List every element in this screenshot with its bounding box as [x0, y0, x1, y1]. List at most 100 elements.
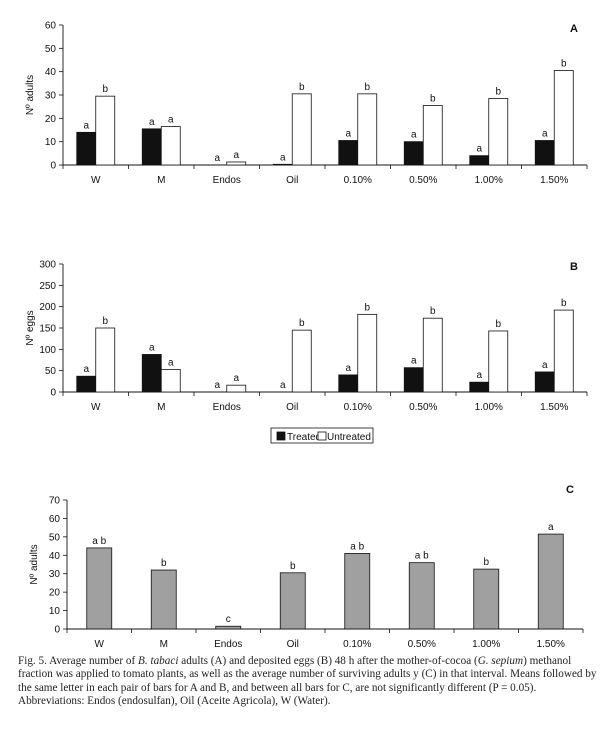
- panel-a-bar-label-untreated: b: [102, 84, 108, 95]
- panel-a-bar-treated: [403, 141, 424, 166]
- panel-b-bar-label-treated: a: [411, 356, 417, 367]
- panel-b-bar-label-treated: a: [542, 360, 548, 371]
- panel-b-y-tick-label: 200: [39, 302, 56, 313]
- panel-b-bar-treated: [403, 367, 424, 393]
- panel-a-bar-label-treated: a: [280, 152, 286, 163]
- panel-a-letter: A: [570, 23, 578, 35]
- panel-b-y-tick-label: 300: [39, 260, 56, 271]
- panel-a-bar-treated: [141, 128, 162, 166]
- panel-b-letter: B: [570, 261, 578, 273]
- panel-a-bar-label-treated: a: [542, 129, 548, 140]
- panel-c-bar-series: [215, 625, 242, 630]
- panel-b-bar-untreated: [226, 384, 247, 393]
- chart-panel-c: 0 10 20 30 40 50 60 70 Nº adults C Wa b Mb Endos c Oil…: [29, 484, 584, 650]
- panel-c-y-tick-label: 70: [49, 496, 61, 507]
- legend-label-treated: Treated: [287, 432, 321, 443]
- panel-c-bar-label-series: a b: [350, 541, 364, 552]
- panel-a-x-tick-label: M: [157, 175, 165, 186]
- panel-a-bar-untreated: [160, 126, 181, 166]
- panel-a-bar-untreated: [357, 93, 378, 166]
- panel-c-bar-series: [279, 572, 306, 630]
- caption-species: B. tabaci: [138, 655, 179, 667]
- panel-b-x-tick-label: 0.10%: [344, 402, 372, 413]
- panel-b-y-tick-label: 0: [50, 388, 56, 399]
- panel-b-y-tick-label: 100: [39, 345, 56, 356]
- panel-c-y-axis-label: Nº adults: [29, 544, 40, 584]
- panel-c-y-tick-label: 0: [54, 625, 60, 636]
- panel-b-bar-untreated: [95, 327, 116, 393]
- panel-c-y-tick-label: 60: [49, 514, 61, 525]
- panel-a-bar-treated: [469, 155, 490, 166]
- panel-b-bar-label-untreated: b: [430, 306, 436, 317]
- panel-a-y-tick-label: 60: [45, 21, 57, 32]
- panel-a-bar-label-untreated: b: [299, 82, 305, 93]
- panel-b-bar-label-untreated: a: [233, 373, 239, 384]
- panel-b-bar-treated: [469, 381, 490, 393]
- panel-a-y-tick-label: 20: [45, 114, 57, 125]
- panel-a-bar-label-untreated: a: [233, 150, 239, 161]
- panel-b-bar-label-untreated: b: [495, 319, 501, 330]
- panel-a-x-tick-label: Oil: [286, 175, 298, 186]
- panel-b-bar-untreated: [291, 329, 312, 393]
- panel-b-bar-treated: [534, 371, 555, 393]
- caption-fig-label: Fig. 5. Average number of: [18, 655, 139, 667]
- panel-a-bar-untreated: [422, 105, 443, 166]
- panel-c-bar-label-series: a: [548, 522, 554, 533]
- panel-a-y-tick-label: 30: [45, 91, 57, 102]
- panel-c-bar-series: [473, 568, 500, 630]
- panel-a-bar-treated: [534, 140, 555, 166]
- panel-a-bar-untreated: [488, 98, 509, 166]
- panel-b-bar-label-untreated: b: [561, 298, 567, 309]
- panel-a-bar-label-treated: a: [411, 130, 417, 141]
- panel-b-y-tick-label: 150: [39, 324, 56, 335]
- panel-b-bar-label-treated: a: [149, 342, 155, 353]
- caption-plant: G. sepium: [477, 655, 524, 667]
- panel-b-bar-label-treated: a: [345, 363, 351, 374]
- legend-swatch-treated: [276, 431, 286, 441]
- figure-caption: Fig. 5. Average number of B. tabaci adul…: [18, 655, 598, 709]
- panel-c-bar-series: [408, 562, 435, 630]
- panel-b-bar-label-treated: a: [280, 380, 286, 391]
- panel-a-bar-label-untreated: b: [561, 59, 567, 70]
- panel-c-x-tick-label: 1.50%: [537, 639, 565, 650]
- panel-c-y-tick-label: 30: [49, 569, 61, 580]
- panel-a-bar-untreated: [95, 95, 116, 166]
- panel-a-bar-label-treated: a: [149, 117, 155, 128]
- panel-a-y-axis-label: Nº adults: [25, 75, 36, 115]
- panel-b-x-tick-label: Oil: [286, 402, 298, 413]
- panel-a-y-tick-label: 0: [50, 161, 56, 172]
- panel-c-letter: C: [566, 484, 574, 496]
- legend-label-untreated: Untreated: [327, 432, 371, 443]
- caption-part2: adults (A) and deposited eggs (B) 48 h a…: [178, 655, 478, 667]
- panel-c-y-tick-label: 40: [49, 551, 61, 562]
- panel-a-x-tick-label: Endos: [213, 175, 241, 186]
- panel-c-x-tick-label: M: [160, 639, 168, 650]
- panel-a-bar-label-untreated: b: [364, 82, 370, 93]
- panel-b-bar-untreated: [160, 368, 181, 393]
- panel-a-x-tick-label: 1.00%: [475, 175, 503, 186]
- panel-c-bar-label-series: b: [483, 557, 489, 568]
- panel-c-bar-series: [86, 547, 113, 630]
- panel-b-x-tick-label: 1.00%: [475, 402, 503, 413]
- panel-c-x-tick-label: 0.10%: [343, 639, 371, 650]
- panel-a-bar-label-treated: a: [476, 144, 482, 155]
- legend-swatch-untreated: [317, 431, 327, 441]
- panel-a-x-tick-label: 0.10%: [344, 175, 372, 186]
- panel-a-bar-label-treated: a: [345, 129, 351, 140]
- panel-a-bar-treated: [272, 163, 293, 166]
- panel-b-bar-label-untreated: b: [299, 318, 305, 329]
- panel-b-bar-label-untreated: b: [364, 302, 370, 313]
- panel-a-bar-label-treated: a: [214, 153, 220, 164]
- panel-b-x-tick-label: Endos: [213, 402, 241, 413]
- panel-c-bar-series: [344, 553, 371, 630]
- panel-c-bar-label-series: c: [226, 614, 231, 625]
- panel-b-y-tick-label: 50: [45, 366, 57, 377]
- panel-a-y-tick-label: 50: [45, 44, 57, 55]
- caption-part3: ) methanol fraction was applied to tomat…: [18, 655, 597, 708]
- panel-c-x-tick-label: W: [95, 639, 105, 650]
- panel-c-bar-label-series: b: [290, 561, 296, 572]
- panel-b-x-tick-label: 0.50%: [409, 402, 437, 413]
- panel-c-bar-label-series: b: [161, 558, 167, 569]
- panel-b-x-tick-label: M: [157, 402, 165, 413]
